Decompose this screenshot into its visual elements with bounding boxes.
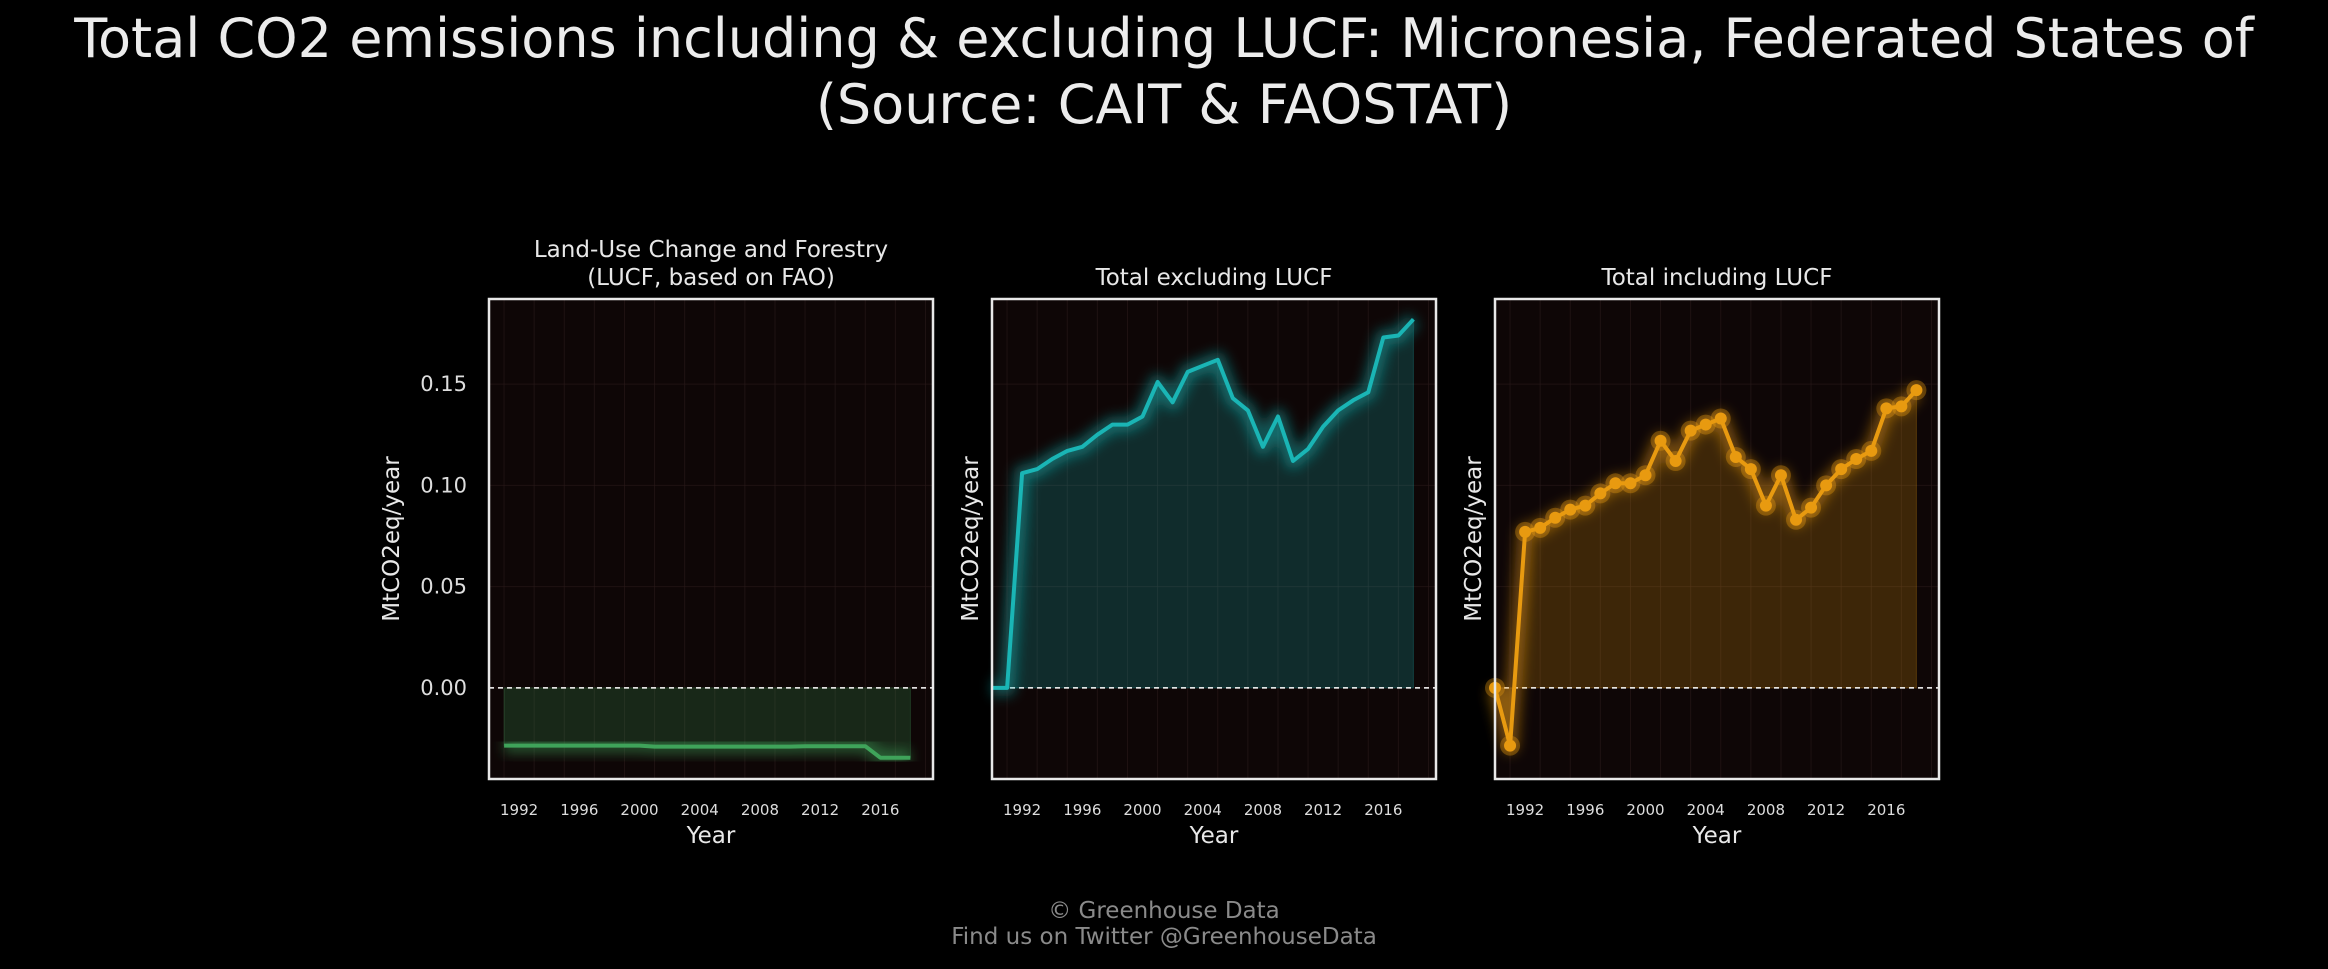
footer-twitter: Find us on Twitter @GreenhouseData — [951, 924, 1377, 950]
data-point — [1564, 503, 1577, 516]
panel-title: (LUCF, based on FAO) — [587, 265, 835, 291]
panel-total-excluding-lucf: 1992 1996 2000 2004 2008 2012 2016 Year MtCO2eq/… — [958, 265, 1438, 849]
data-point — [1654, 434, 1667, 447]
y-tick-label: 0.05 — [420, 575, 467, 599]
x-tick-label: 2008 — [1747, 801, 1785, 819]
y-axis-label: MtCO2eq/year — [379, 456, 405, 622]
data-point — [1519, 525, 1532, 538]
data-point — [1699, 418, 1712, 431]
data-point — [1684, 424, 1697, 437]
data-point — [1744, 463, 1757, 476]
data-point — [1895, 400, 1908, 413]
chart-title: Total CO2 emissions including & excludin… — [0, 0, 2328, 138]
plot-frame — [487, 297, 935, 781]
panel-lucf: 1992 1996 2000 2004 2008 2012 2016 0.00 0.05 0.10… — [379, 237, 935, 849]
chart-title-line-1: Total CO2 emissions including & excludin… — [74, 7, 2254, 70]
y-tick-label: 0.10 — [420, 473, 467, 497]
data-point — [1534, 521, 1547, 534]
x-tick-label: 2016 — [1364, 801, 1402, 819]
data-point — [1549, 511, 1562, 524]
data-point — [1835, 463, 1848, 476]
panel-title: Land-Use Change and Forestry — [534, 237, 888, 263]
data-point — [1880, 402, 1893, 415]
panel-total-including-lucf: 1992 1996 2000 2004 2008 2012 2016 Year MtCO2eq/… — [1461, 265, 1941, 849]
data-point — [1609, 477, 1622, 490]
plot-frame — [990, 297, 1438, 781]
x-tick-label: 1996 — [1566, 801, 1604, 819]
plot-background — [1495, 299, 1939, 779]
x-axis-label: Year — [686, 823, 736, 849]
x-tick-label: 2004 — [1184, 801, 1222, 819]
data-point — [1729, 450, 1742, 463]
chart-title-line-2: (Source: CAIT & FAOSTAT) — [815, 73, 1513, 136]
x-tick-label: 2012 — [1304, 801, 1342, 819]
y-tick-label: 0.15 — [420, 372, 467, 396]
x-axis-label: Year — [1189, 823, 1239, 849]
series-line — [504, 743, 911, 760]
x-tick-label: 1996 — [1063, 801, 1101, 819]
plot-background — [489, 299, 933, 779]
data-point — [1504, 739, 1517, 752]
data-point — [1790, 513, 1803, 526]
x-tick-label: 2008 — [1244, 801, 1282, 819]
footer: © Greenhouse Data Find us on Twitter @Gr… — [0, 898, 2328, 950]
data-point — [1850, 453, 1863, 465]
x-axis-label: Year — [1692, 823, 1742, 849]
panel-title: Total excluding LUCF — [1095, 265, 1333, 291]
plot-background — [992, 299, 1436, 779]
y-axis-label: MtCO2eq/year — [1461, 456, 1487, 622]
x-tick-label: 1996 — [560, 801, 598, 819]
x-tick-label: 2012 — [801, 801, 839, 819]
data-point — [1594, 487, 1607, 500]
data-point — [1669, 455, 1682, 468]
x-tick-label: 2008 — [741, 801, 779, 819]
data-point — [1639, 469, 1652, 482]
data-point — [1714, 412, 1727, 425]
data-point — [1774, 469, 1787, 482]
y-tick-label: 0.00 — [420, 676, 467, 700]
data-point — [1865, 444, 1878, 457]
x-tick-label: 2016 — [861, 801, 899, 819]
data-point — [1910, 384, 1923, 397]
x-tick-label: 2012 — [1807, 801, 1845, 819]
x-tick-label: 1992 — [1506, 801, 1544, 819]
footer-copyright: © Greenhouse Data — [1048, 898, 1280, 924]
data-point — [1759, 499, 1772, 512]
plot-frame — [1493, 297, 1941, 781]
x-tick-label: 2004 — [681, 801, 719, 819]
data-point — [1805, 501, 1818, 514]
x-tick-label: 1992 — [1003, 801, 1041, 819]
series-line — [992, 317, 1415, 690]
x-tick-label: 2016 — [1867, 801, 1905, 819]
x-tick-label: 2004 — [1687, 801, 1725, 819]
data-point — [1579, 499, 1592, 512]
x-tick-label: 2000 — [620, 801, 658, 819]
x-tick-label: 2000 — [1626, 801, 1664, 819]
data-point — [1624, 477, 1637, 490]
data-point — [1820, 479, 1833, 492]
x-tick-label: 1992 — [500, 801, 538, 819]
y-axis-label: MtCO2eq/year — [958, 456, 984, 622]
panel-title: Total including LUCF — [1601, 265, 1833, 291]
x-tick-label: 2000 — [1123, 801, 1161, 819]
